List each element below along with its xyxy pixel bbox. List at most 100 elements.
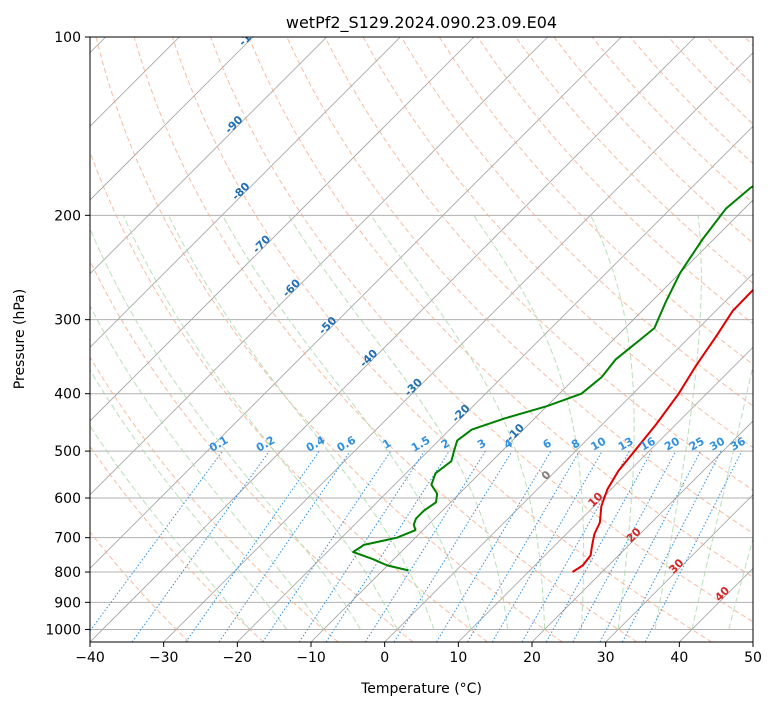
moist-adiabat-line [122, 215, 398, 630]
dry-adiabat-label: -70 [250, 232, 273, 255]
dry-adiabat-line [90, 445, 264, 642]
plot-frame [89, 36, 754, 643]
moist-adiabat-line [590, 215, 635, 630]
y-axis-title: Pressure (hPa) [12, 289, 28, 389]
isotherm-line [531, 420, 753, 642]
dry-adiabat-line [515, 37, 753, 284]
y-tick-label: 400 [54, 387, 81, 403]
isotherm-line [90, 37, 548, 496]
dry-adiabat-line [171, 37, 712, 642]
dry-adiabat-line [90, 356, 339, 642]
isotherm-line [752, 641, 753, 642]
dry-adiabat-line [553, 37, 753, 244]
dry-adiabat-label: 40 [712, 584, 732, 604]
x-tick-label: −30 [149, 650, 179, 666]
mixing-ratio-label: 6 [541, 436, 554, 451]
x-tick-label: 40 [670, 650, 688, 666]
dry-adiabat-label: 20 [624, 525, 644, 545]
dry-adiabat-label: 30 [666, 556, 686, 576]
moist-adiabat-line [90, 304, 325, 630]
x-tick-label: 30 [597, 650, 615, 666]
moist-adiabat-line [167, 215, 435, 630]
dry-adiabat-label: -90 [222, 113, 245, 136]
isotherm-line [605, 494, 753, 642]
mixing-ratio-line [131, 450, 270, 642]
moist-adiabat-line [473, 215, 585, 630]
dry-adiabat-label: -40 [357, 346, 380, 369]
mixing-ratio-line [298, 450, 425, 642]
x-tick-label: 50 [744, 650, 762, 666]
dry-adiabat-line [324, 37, 753, 491]
dry-adiabat-label: -50 [316, 314, 339, 337]
isotherm-line [679, 567, 753, 642]
mixing-ratio-label: 1 [380, 437, 393, 452]
isotherm-line [90, 37, 401, 348]
mixing-ratio-line [599, 450, 701, 642]
dry-adiabat-line [706, 37, 753, 86]
mixing-ratio-line [621, 450, 722, 642]
x-tick-label: −10 [296, 650, 326, 666]
isotherm-line [90, 37, 475, 422]
dry-adiabat-line [90, 531, 190, 642]
mixing-ratio-line [572, 450, 677, 642]
mixing-ratio-line [393, 450, 513, 642]
isotherm-line [384, 273, 753, 642]
moist-adiabat-line [90, 368, 288, 630]
y-tick-label: 200 [54, 208, 81, 224]
x-tick-label: 20 [523, 650, 541, 666]
dry-adiabat-line [438, 37, 753, 366]
y-tick-label: 900 [54, 595, 81, 611]
mixing-ratio-label: 8 [569, 437, 582, 452]
dry-adiabat-label: -80 [229, 180, 252, 203]
isotherm-line [310, 199, 753, 642]
temperature-trace [571, 288, 753, 573]
x-axis-title: Temperature (°C) [360, 681, 482, 697]
isotherm-line [90, 37, 327, 275]
dry-adiabat-line [210, 37, 753, 623]
x-tick-label: 0 [380, 650, 389, 666]
moist-adiabat-line [370, 215, 546, 630]
moist-adiabat-line [90, 425, 251, 630]
moist-adiabat-line [691, 363, 753, 630]
y-axis: 1000 900 800 700 600 500 400 300 200 100 [45, 30, 90, 638]
dry-adiabat-line [744, 37, 753, 47]
chart-title: wetPf2_S129.2024.090.23.09.E04 [286, 13, 557, 33]
mixing-ratio-line [185, 450, 320, 642]
dry-adiabat-line [400, 37, 753, 407]
y-tick-label: 1000 [45, 622, 81, 638]
x-axis: −40 −30 −20 −10 0 10 20 30 40 50 [75, 642, 762, 666]
moist-adiabat-line [90, 227, 361, 630]
dry-adiabat-line [90, 259, 414, 642]
dry-adiabat-line [477, 37, 753, 325]
x-tick-label: 10 [449, 650, 467, 666]
y-tick-label: 600 [54, 491, 81, 507]
mixing-ratio-line [545, 450, 653, 642]
dry-adiabat-label: 10 [586, 490, 606, 510]
dry-adiabat-line [90, 150, 488, 642]
isotherm-line [90, 37, 254, 201]
dry-adiabat-line [668, 37, 753, 125]
dry-adiabat-line [248, 37, 753, 578]
mixing-ratio-line [325, 450, 450, 642]
mixing-ratio-line [90, 450, 223, 632]
dry-adiabat-line [591, 37, 753, 204]
moist-adiabat-line [728, 537, 753, 630]
y-tick-label: 700 [54, 531, 81, 547]
moist-adiabat-line [221, 215, 472, 630]
isotherm-line [90, 37, 622, 569]
moist-adiabat-line [287, 215, 509, 630]
x-tick-label: −20 [223, 650, 253, 666]
x-tick-label: −40 [75, 650, 105, 666]
sounding-traces [352, 184, 753, 573]
mixing-ratio-label: 3 [475, 437, 488, 452]
isotherm-line [237, 125, 753, 642]
dry-adiabat-line [133, 37, 638, 642]
y-tick-label: 300 [54, 313, 81, 329]
mixing-ratio-line [262, 450, 392, 642]
background-lines [90, 37, 753, 642]
y-tick-label: 500 [54, 444, 81, 460]
isotherm-line [90, 37, 696, 642]
y-tick-label: 800 [54, 565, 81, 581]
dry-adiabat-label: -60 [280, 276, 303, 299]
